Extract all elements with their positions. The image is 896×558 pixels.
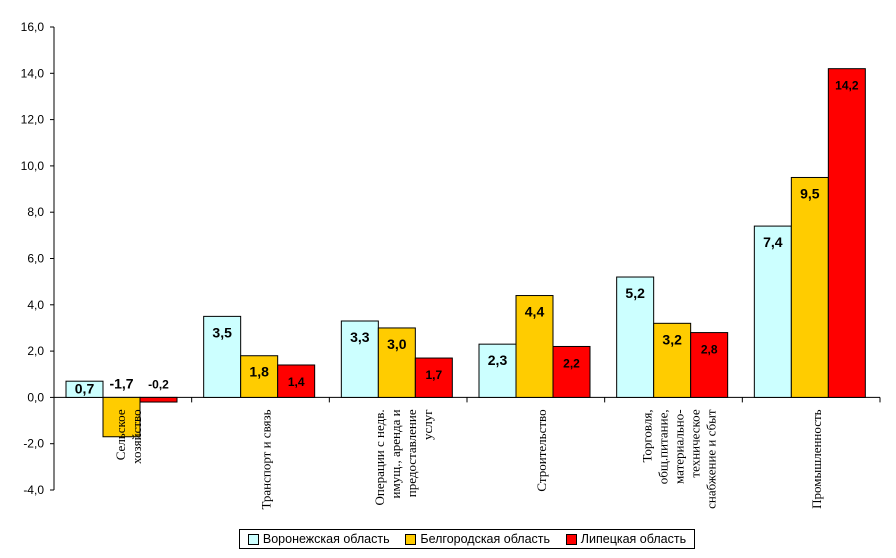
bar: [240, 355, 279, 398]
data-label: 3,5: [212, 324, 232, 340]
bar: [478, 343, 517, 398]
y-tick-label: 8,0: [27, 205, 44, 219]
category-label-line: имущ., аренда и: [388, 409, 403, 498]
legend-label-voronezh: Воронежская область: [262, 532, 390, 546]
data-label: 3,0: [387, 336, 407, 352]
legend-swatch-voronezh: [247, 533, 259, 545]
bar: [102, 396, 141, 438]
category-label-line: техническое: [688, 409, 703, 477]
bar: [277, 364, 316, 398]
data-labels: 0,7 -1,7 -0,2 3,5 1,8 1,4 3,3 3,0 1,7 2,3 4,4 2,2 5,…: [75, 79, 859, 397]
data-label: 1,4: [288, 375, 305, 389]
legend-label-lipetsk: Липецкая область: [580, 532, 687, 546]
data-label: 2,8: [701, 343, 718, 357]
bar: [753, 225, 792, 398]
category-label-line: услуг: [420, 409, 435, 440]
bar: [377, 327, 416, 398]
category-label: Строительство: [534, 409, 549, 491]
bar: [203, 315, 242, 398]
legend-item-belgorod: Белгородская область: [405, 532, 550, 546]
y-tick-label: 14,0: [21, 66, 45, 80]
data-label: 3,3: [350, 329, 370, 345]
bar: [414, 357, 453, 398]
legend-item-voronezh: Воронежская область: [247, 532, 390, 546]
y-tick-label: 10,0: [21, 159, 45, 173]
category-labels: Сельское хозяйство Транспорт и связь Операц…: [113, 409, 824, 509]
bar: [790, 176, 829, 398]
legend: Воронежская область Белгородская область…: [239, 529, 695, 549]
y-tick-label: -2,0: [23, 437, 44, 451]
category-label-line: Транспорт и связь: [259, 409, 274, 509]
category-label-line: Операции с недв.: [372, 409, 387, 505]
bar: [653, 322, 692, 398]
category-label: Промышленность: [809, 409, 824, 509]
y-tick-label: 4,0: [27, 298, 44, 312]
y-tick-label: 16,0: [21, 20, 45, 34]
y-tick-label: 2,0: [27, 344, 44, 358]
data-label: -0,2: [148, 377, 169, 391]
y-tick-labels: -4,0 -2,0 0,0 2,0 4,0 6,0 8,0 10,0 12,0 14,0 16,0: [21, 20, 45, 497]
data-label: 5,2: [625, 285, 645, 301]
category-label-line: снабжение и сбыт: [704, 409, 719, 509]
bar: [340, 320, 379, 398]
data-label: 14,2: [835, 79, 859, 93]
y-tick-label: 6,0: [27, 252, 44, 266]
category-label: Сельское хозяйство: [113, 409, 144, 464]
legend-swatch-belgorod: [405, 533, 417, 545]
y-tick-label: -4,0: [23, 483, 44, 497]
data-label: 1,7: [425, 368, 442, 382]
data-label: 2,3: [488, 352, 508, 368]
category-label-line: Торговля,: [640, 409, 655, 462]
data-label: 4,4: [525, 304, 545, 320]
data-label: 0,7: [75, 380, 95, 396]
bar: [552, 345, 591, 398]
legend-swatch-lipetsk: [565, 533, 577, 545]
category-label-line: Сельское: [113, 409, 128, 460]
bars: [65, 68, 866, 438]
y-tick-label: 12,0: [21, 113, 45, 127]
category-label-line: Промышленность: [809, 409, 824, 509]
category-label: Торговля, общ.питание, материально-техниче…: [640, 409, 719, 509]
data-label: 1,8: [249, 364, 269, 380]
category-label-line: общ.питание,: [656, 409, 671, 484]
category-label-line: хозяйство: [129, 409, 144, 464]
y-tick-label: 0,0: [27, 390, 44, 404]
axes: [50, 26, 881, 491]
data-label: 2,2: [563, 356, 580, 370]
category-label-line: материально-: [672, 409, 687, 484]
bar: [827, 68, 866, 398]
legend-item-lipetsk: Липецкая область: [565, 532, 687, 546]
bar: [690, 332, 729, 398]
data-label: 3,2: [662, 331, 682, 347]
category-label: Операции с недв. имущ., аренда и предостав…: [372, 409, 435, 505]
data-label: 7,4: [763, 234, 783, 250]
data-label: 9,5: [800, 185, 820, 201]
category-label-line: Строительство: [534, 409, 549, 491]
category-label-line: предоставление: [404, 409, 419, 497]
bar: [65, 380, 104, 398]
data-label: -1,7: [109, 375, 133, 391]
bar: [515, 295, 554, 398]
bar: [616, 276, 655, 398]
bar: [139, 396, 178, 403]
legend-label-belgorod: Белгородская область: [420, 532, 551, 546]
category-label: Транспорт и связь: [259, 409, 274, 509]
